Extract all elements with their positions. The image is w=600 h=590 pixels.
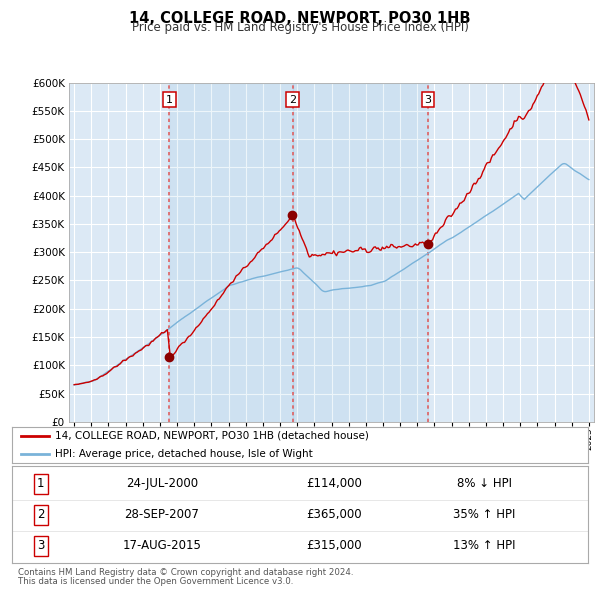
Text: 24-JUL-2000: 24-JUL-2000 xyxy=(125,477,198,490)
Text: 8% ↓ HPI: 8% ↓ HPI xyxy=(457,477,512,490)
Text: This data is licensed under the Open Government Licence v3.0.: This data is licensed under the Open Gov… xyxy=(18,577,293,586)
Text: 1: 1 xyxy=(37,477,44,490)
Text: 17-AUG-2015: 17-AUG-2015 xyxy=(122,539,201,552)
Text: 13% ↑ HPI: 13% ↑ HPI xyxy=(453,539,515,552)
Text: HPI: Average price, detached house, Isle of Wight: HPI: Average price, detached house, Isle… xyxy=(55,449,313,459)
Text: 2: 2 xyxy=(289,94,296,104)
Text: 14, COLLEGE ROAD, NEWPORT, PO30 1HB: 14, COLLEGE ROAD, NEWPORT, PO30 1HB xyxy=(129,11,471,25)
Text: Price paid vs. HM Land Registry's House Price Index (HPI): Price paid vs. HM Land Registry's House … xyxy=(131,21,469,34)
Text: 14, COLLEGE ROAD, NEWPORT, PO30 1HB (detached house): 14, COLLEGE ROAD, NEWPORT, PO30 1HB (det… xyxy=(55,431,369,441)
Bar xyxy=(169,83,293,422)
Text: £315,000: £315,000 xyxy=(307,539,362,552)
Text: £114,000: £114,000 xyxy=(307,477,362,490)
Text: 1: 1 xyxy=(166,94,173,104)
Text: 2: 2 xyxy=(37,508,44,522)
Text: 28-SEP-2007: 28-SEP-2007 xyxy=(124,508,199,522)
Text: £365,000: £365,000 xyxy=(307,508,362,522)
Text: 3: 3 xyxy=(37,539,44,552)
Bar xyxy=(293,83,428,422)
Text: 3: 3 xyxy=(424,94,431,104)
Text: 35% ↑ HPI: 35% ↑ HPI xyxy=(453,508,515,522)
Text: Contains HM Land Registry data © Crown copyright and database right 2024.: Contains HM Land Registry data © Crown c… xyxy=(18,568,353,576)
